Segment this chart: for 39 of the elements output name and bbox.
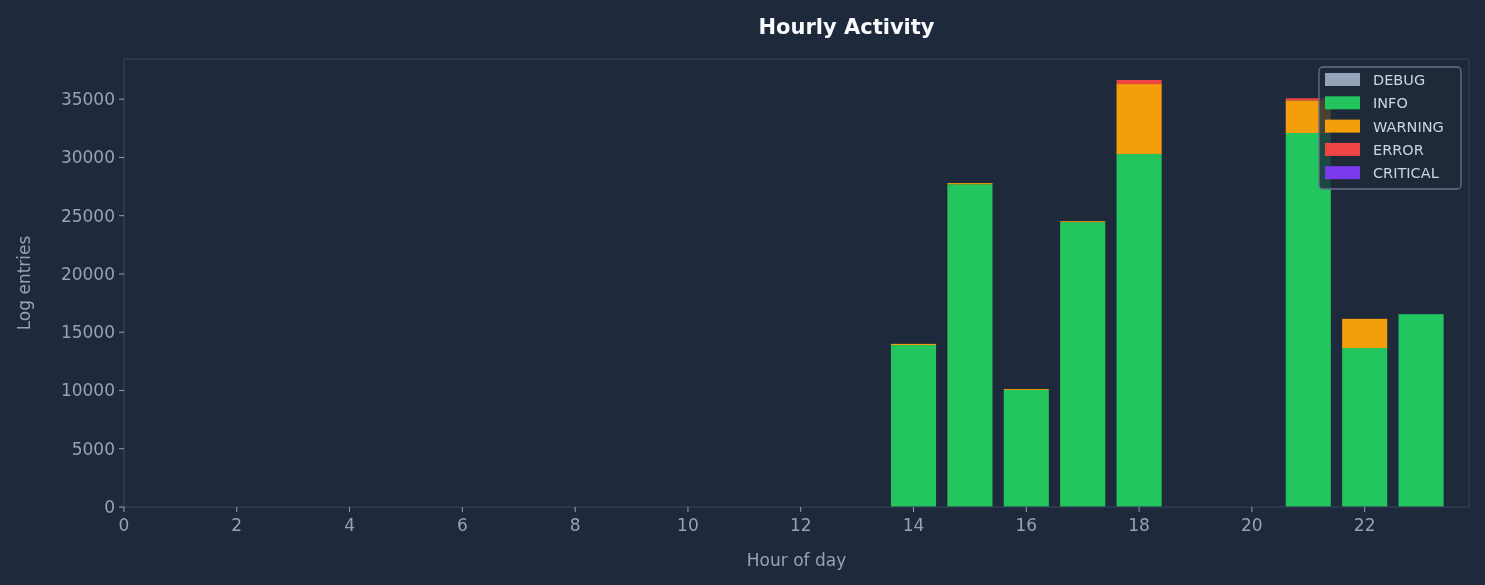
x-tick-label: 14 (902, 515, 925, 535)
x-tick-label: 20 (1241, 515, 1263, 535)
y-tick-label: 30000 (60, 147, 115, 168)
chart-title: Hourly Activity (758, 15, 935, 39)
bar (1060, 222, 1106, 507)
bar (1116, 79, 1162, 85)
y-tick-label: 20000 (60, 263, 115, 284)
bar (1285, 132, 1331, 507)
y-tick-label: 10000 (60, 380, 115, 401)
bar (1342, 347, 1388, 507)
legend-label: INFO (1373, 95, 1408, 112)
legend-label: WARNING (1373, 118, 1444, 135)
x-axis-title: Hour of day (746, 550, 847, 570)
x-tick-label: 2 (231, 515, 243, 535)
bar (1116, 153, 1162, 507)
bar (1003, 389, 1049, 507)
legend-label: CRITICAL (1373, 165, 1439, 182)
legend-label: DEBUG (1373, 72, 1426, 88)
y-tick-label: 25000 (60, 205, 115, 226)
x-tick-label: 6 (456, 515, 468, 535)
y-tick-label: 15000 (60, 322, 115, 343)
x-tick-label: 16 (1015, 515, 1038, 535)
x-tick-label: 0 (118, 515, 130, 535)
y-tick-label: 5000 (71, 438, 115, 459)
bar (1342, 318, 1388, 348)
y-tick-label: 35000 (60, 89, 115, 110)
bar (1116, 84, 1162, 154)
legend-label: ERROR (1373, 141, 1424, 158)
x-tick-label: 4 (344, 515, 355, 535)
x-tick-label: 10 (677, 515, 699, 535)
y-tick-label: 0 (104, 497, 115, 517)
x-tick-label: 18 (1128, 515, 1150, 535)
x-tick-label: 12 (789, 515, 812, 535)
x-tick-label: 22 (1353, 515, 1376, 535)
bar (890, 345, 937, 507)
y-axis-title: Log entries (14, 235, 34, 331)
bar (947, 184, 993, 507)
x-tick-label: 8 (569, 515, 581, 535)
bar (1398, 314, 1444, 507)
